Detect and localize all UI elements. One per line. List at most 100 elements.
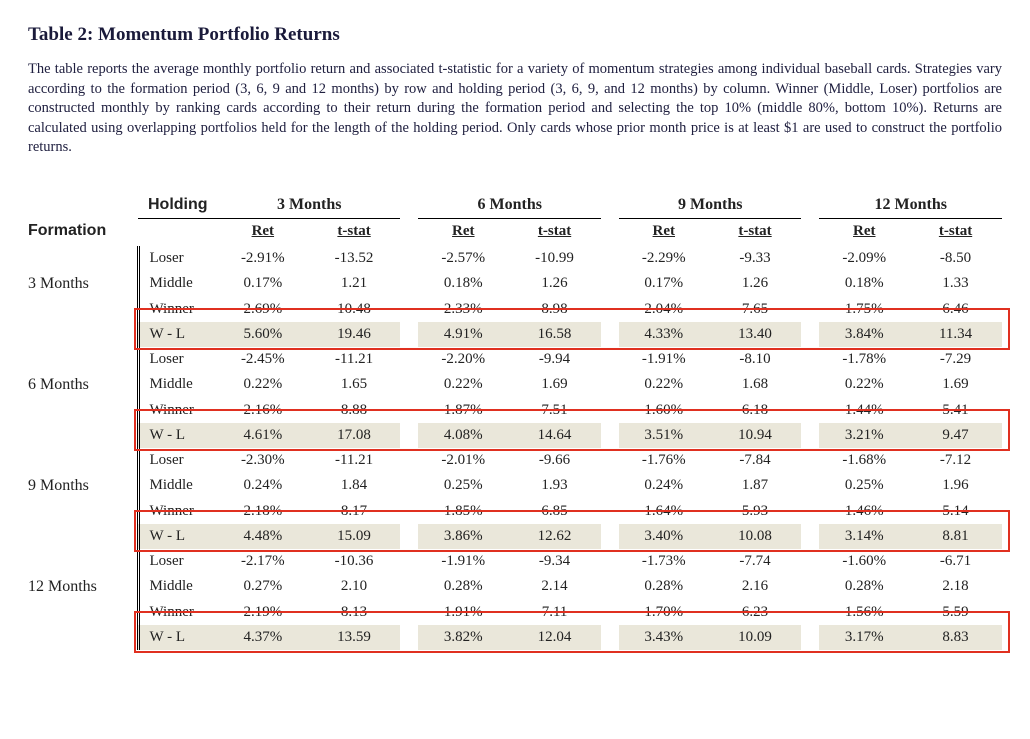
tstat-value: -13.52 [308,246,401,271]
return-value: 0.17% [619,271,709,297]
tstat-value: 2.16 [709,574,802,600]
table-row: 3 MonthsMiddle0.17%1.210.18%1.260.17%1.2… [28,271,1002,297]
table-title: Table 2: Momentum Portfolio Returns [28,24,1002,46]
return-value: 3.82% [418,625,508,650]
portfolio-label: Loser [138,448,218,473]
tstat-value: 1.68 [709,372,802,398]
tstat-value: -7.29 [909,347,1002,372]
table-row: W - L5.60%19.464.91%16.584.33%13.403.84%… [28,322,1002,347]
tstat-value: 5.14 [909,499,1002,524]
tstat-value: -10.36 [308,549,401,574]
return-value: 2.04% [619,297,709,322]
portfolio-label: Loser [138,246,218,271]
return-value: 0.25% [819,473,909,499]
formation-label: 3 Months [28,271,138,297]
ret-header: Ret [619,218,709,246]
tstat-value: 8.17 [308,499,401,524]
tstat-value: 16.58 [508,322,601,347]
tstat-value: -8.50 [909,246,1002,271]
holding-header: Holding [138,192,218,219]
return-value: 1.56% [819,600,909,625]
return-value: 4.48% [218,524,308,549]
portfolio-label: Loser [138,549,218,574]
return-value: 0.22% [218,372,308,398]
return-value: 3.21% [819,423,909,448]
tstat-value: -7.12 [909,448,1002,473]
table-row: W - L4.48%15.093.86%12.623.40%10.083.14%… [28,524,1002,549]
return-value: 2.16% [218,398,308,423]
tstat-value: 10.94 [709,423,802,448]
return-value: 3.84% [819,322,909,347]
return-value: -1.73% [619,549,709,574]
tstat-value: 9.47 [909,423,1002,448]
table-row: Loser-2.91%-13.52-2.57%-10.99-2.29%-9.33… [28,246,1002,271]
tstat-value: -8.10 [709,347,802,372]
tstat-value: -9.94 [508,347,601,372]
tstat-value: 5.59 [909,600,1002,625]
return-value: 1.60% [619,398,709,423]
portfolio-label: W - L [138,423,218,448]
return-value: -2.20% [418,347,508,372]
table-row: Winner2.18%8.171.85%6.851.64%5.931.46%5.… [28,499,1002,524]
portfolio-label: Winner [138,499,218,524]
tstat-value: 5.93 [709,499,802,524]
formation-label: 9 Months [28,473,138,499]
tstat-value: 8.83 [909,625,1002,650]
return-value: 2.19% [218,600,308,625]
return-value: 3.17% [819,625,909,650]
table-row: Loser-2.45%-11.21-2.20%-9.94-1.91%-8.10-… [28,347,1002,372]
tstat-value: 10.48 [308,297,401,322]
return-value: 0.24% [218,473,308,499]
table-body: Loser-2.91%-13.52-2.57%-10.99-2.29%-9.33… [28,246,1002,650]
tstat-value: 1.87 [709,473,802,499]
tstat-value: 2.18 [909,574,1002,600]
return-value: -2.30% [218,448,308,473]
period-header: 6 Months [418,192,600,219]
return-value: -1.68% [819,448,909,473]
return-value: 1.85% [418,499,508,524]
table-row: Winner2.19%8.131.91%7.111.70%6.231.56%5.… [28,600,1002,625]
portfolio-label: Winner [138,398,218,423]
return-value: 0.22% [819,372,909,398]
return-value: 3.86% [418,524,508,549]
tstat-value: 1.33 [909,271,1002,297]
table-head: Holding 3 Months 6 Months 9 Months 12 Mo… [28,192,1002,246]
tstat-value: 1.96 [909,473,1002,499]
return-value: 0.22% [619,372,709,398]
tstat-value: -7.74 [709,549,802,574]
portfolio-label: Middle [138,271,218,297]
return-value: 1.44% [819,398,909,423]
return-value: 2.33% [418,297,508,322]
ret-header: Ret [819,218,909,246]
period-header: 3 Months [218,192,400,219]
return-value: 4.37% [218,625,308,650]
tstat-value: 6.46 [909,297,1002,322]
tstat-value: 6.85 [508,499,601,524]
tstat-value: 15.09 [308,524,401,549]
formation-label: 6 Months [28,372,138,398]
return-value: 1.46% [819,499,909,524]
return-value: 0.18% [819,271,909,297]
tstat-value: -9.66 [508,448,601,473]
tstat-header: t-stat [709,218,802,246]
ret-header: Ret [418,218,508,246]
tstat-value: 1.84 [308,473,401,499]
return-value: -2.57% [418,246,508,271]
tstat-value: 10.09 [709,625,802,650]
return-value: -2.91% [218,246,308,271]
return-value: -2.01% [418,448,508,473]
momentum-table: Holding 3 Months 6 Months 9 Months 12 Mo… [28,192,1002,650]
return-value: -1.91% [619,347,709,372]
return-value: 1.75% [819,297,909,322]
tstat-value: -6.71 [909,549,1002,574]
portfolio-label: Middle [138,574,218,600]
tstat-value: 7.65 [709,297,802,322]
return-value: 2.69% [218,297,308,322]
tstat-value: 12.04 [508,625,601,650]
return-value: 0.28% [819,574,909,600]
tstat-value: -7.84 [709,448,802,473]
table-row: W - L4.61%17.084.08%14.643.51%10.943.21%… [28,423,1002,448]
return-value: 3.14% [819,524,909,549]
table-row: W - L4.37%13.593.82%12.043.43%10.093.17%… [28,625,1002,650]
tstat-value: 2.10 [308,574,401,600]
